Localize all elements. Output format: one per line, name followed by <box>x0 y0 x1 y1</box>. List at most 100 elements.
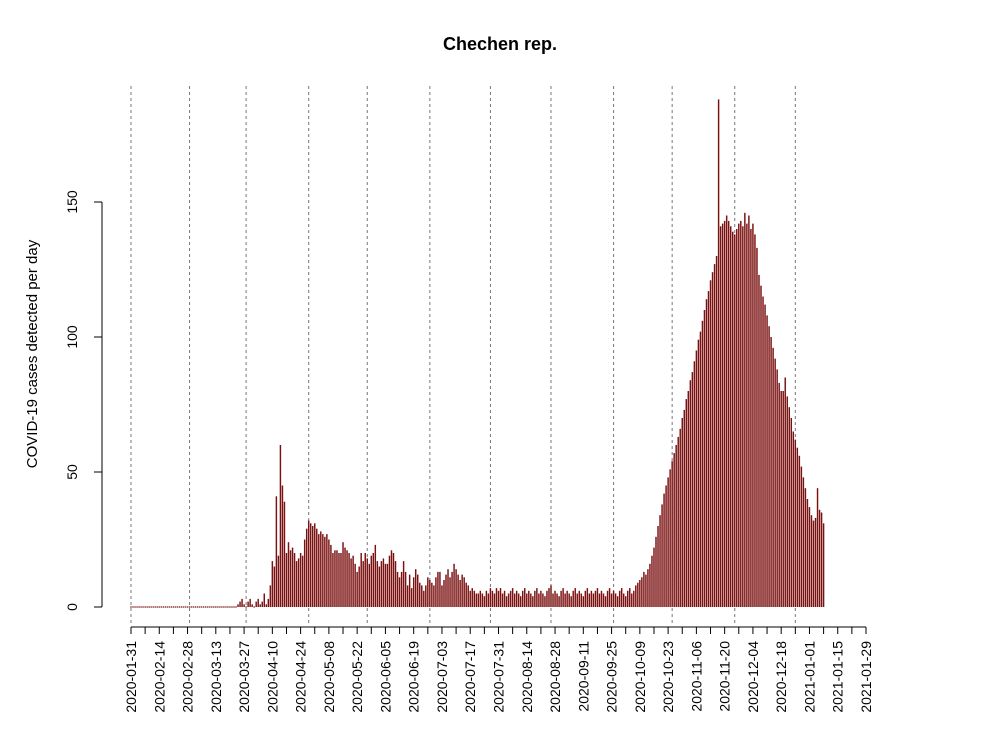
bar <box>600 590 603 607</box>
x-tick-label: 2021-01-15 <box>830 641 846 713</box>
bar <box>723 220 726 607</box>
bar <box>417 574 419 607</box>
bar <box>461 574 463 607</box>
bar <box>764 304 766 607</box>
x-tick-label: 2020-12-18 <box>773 641 789 713</box>
bar <box>196 606 199 608</box>
bar <box>251 604 253 607</box>
bar <box>782 391 784 607</box>
bar <box>790 418 793 607</box>
bar <box>596 588 599 607</box>
bar <box>727 220 730 607</box>
bar <box>740 220 742 607</box>
bar <box>265 604 268 607</box>
bar <box>267 598 270 607</box>
bar <box>140 606 142 608</box>
bar <box>497 590 500 607</box>
bar <box>540 590 542 607</box>
bar <box>675 445 677 607</box>
x-tick-label: 2020-11-06 <box>688 641 704 712</box>
bar <box>259 604 261 607</box>
bar <box>435 577 437 607</box>
bar <box>671 461 673 607</box>
bar <box>130 606 132 608</box>
bar <box>659 515 661 607</box>
bar <box>433 585 435 607</box>
bar <box>219 606 221 608</box>
bar <box>168 606 171 608</box>
bar <box>427 577 429 607</box>
bar <box>627 590 629 607</box>
bar <box>562 588 564 607</box>
bar <box>406 585 409 607</box>
bar <box>503 590 506 607</box>
bar <box>657 526 659 607</box>
bar <box>624 596 627 607</box>
bar <box>158 606 160 608</box>
bar <box>511 588 514 607</box>
bar <box>810 515 813 607</box>
bar <box>606 590 609 607</box>
bar <box>729 226 732 608</box>
bar <box>386 563 389 607</box>
bar <box>804 488 807 607</box>
bar <box>550 585 552 607</box>
bar <box>558 596 560 607</box>
bar <box>301 555 304 607</box>
bar <box>489 588 492 607</box>
x-tick-label: 2021-01-29 <box>858 641 874 713</box>
bar <box>653 547 655 607</box>
bar <box>629 588 631 607</box>
bar <box>786 396 788 607</box>
bar <box>481 593 484 607</box>
bar <box>762 296 764 607</box>
bar <box>473 590 475 607</box>
x-tick-label: 2020-03-13 <box>208 641 224 713</box>
bar <box>645 574 647 607</box>
bar <box>483 596 486 607</box>
bar <box>556 593 558 607</box>
bar <box>794 439 797 607</box>
bar <box>142 606 144 608</box>
bar <box>582 596 585 607</box>
bar <box>649 563 651 607</box>
bar <box>425 585 427 607</box>
bar <box>261 601 263 607</box>
bar <box>766 315 768 607</box>
bar <box>277 555 280 607</box>
bar <box>713 264 716 607</box>
bar <box>578 590 580 607</box>
bar <box>392 553 395 607</box>
x-tick-label: 2020-07-17 <box>462 641 478 713</box>
bar <box>368 563 370 607</box>
bar <box>134 606 136 608</box>
bar <box>620 588 623 607</box>
bar <box>719 226 722 608</box>
bar <box>772 347 774 607</box>
bar <box>487 593 490 607</box>
bar <box>530 593 532 607</box>
bar <box>348 553 350 607</box>
bar <box>441 585 443 607</box>
bar <box>501 593 504 607</box>
bar <box>307 520 310 607</box>
bar <box>736 229 738 607</box>
bar <box>493 593 496 607</box>
bar <box>812 520 815 607</box>
bar <box>715 256 718 607</box>
bar <box>332 553 334 607</box>
bar <box>639 580 641 607</box>
x-tick-label: 2020-08-28 <box>547 641 563 713</box>
bar <box>235 606 237 608</box>
bar <box>691 372 694 607</box>
bar <box>651 555 653 607</box>
bar <box>447 569 449 607</box>
bar <box>778 382 780 607</box>
bar <box>816 488 819 607</box>
bar <box>451 571 453 607</box>
bar <box>279 445 282 607</box>
bar <box>245 606 247 608</box>
bar <box>340 553 342 607</box>
bar <box>305 528 308 607</box>
bar <box>273 566 276 607</box>
